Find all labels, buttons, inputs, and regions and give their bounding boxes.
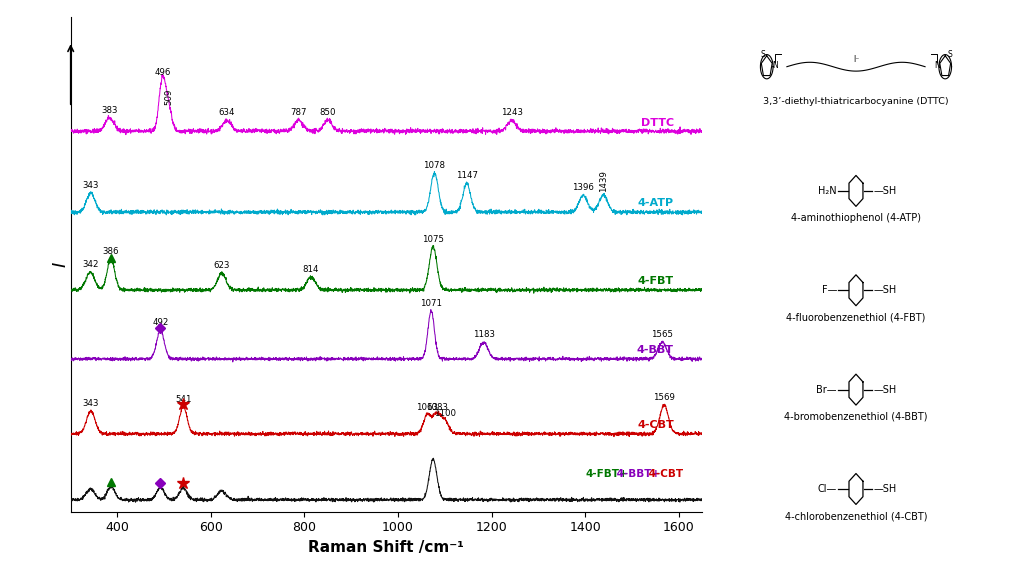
Text: 1243: 1243	[501, 108, 522, 117]
Text: 850: 850	[319, 108, 336, 117]
Text: F—: F—	[821, 285, 837, 295]
Text: 383: 383	[101, 106, 118, 115]
Text: 4-aminothiophenol (4-ATP): 4-aminothiophenol (4-ATP)	[791, 213, 921, 223]
Text: —SH: —SH	[874, 285, 897, 295]
Text: 509: 509	[164, 89, 173, 105]
Text: 1075: 1075	[422, 235, 444, 244]
Text: 634: 634	[218, 108, 235, 117]
Text: —SH: —SH	[874, 484, 897, 494]
Text: DTTC: DTTC	[640, 117, 674, 128]
Text: 3,3’-diethyl-thiatricarbocyanine (DTTC): 3,3’-diethyl-thiatricarbocyanine (DTTC)	[764, 97, 948, 106]
Text: 4-chlorobenzenethiol (4-CBT): 4-chlorobenzenethiol (4-CBT)	[785, 511, 927, 521]
Text: 1569: 1569	[653, 393, 675, 402]
Text: 1565: 1565	[651, 330, 674, 339]
Text: 1100: 1100	[433, 409, 456, 417]
Text: 4-FBT+: 4-FBT+	[585, 469, 628, 479]
Text: S: S	[761, 49, 765, 59]
Text: 1083: 1083	[426, 402, 447, 412]
Text: —SH: —SH	[874, 385, 897, 394]
Text: 1071: 1071	[420, 299, 442, 308]
Text: —SH: —SH	[874, 186, 897, 196]
Text: N: N	[772, 60, 778, 70]
X-axis label: Raman Shift /cm⁻¹: Raman Shift /cm⁻¹	[308, 540, 465, 555]
Text: N: N	[934, 60, 940, 70]
Text: 1183: 1183	[473, 330, 495, 339]
Text: 4-bromobenzenethiol (4-BBT): 4-bromobenzenethiol (4-BBT)	[784, 412, 928, 421]
Text: 4-CBT: 4-CBT	[645, 469, 683, 479]
Text: 496: 496	[155, 68, 171, 77]
Text: 343: 343	[83, 181, 99, 190]
Text: 1439: 1439	[599, 170, 608, 192]
Text: 4-FBT: 4-FBT	[637, 277, 674, 286]
Text: 1063: 1063	[416, 402, 438, 412]
Text: 4-ATP: 4-ATP	[637, 198, 674, 209]
Text: 342: 342	[82, 260, 99, 269]
Text: Cl—: Cl—	[818, 484, 837, 494]
Text: 492: 492	[153, 318, 169, 327]
Text: 787: 787	[290, 108, 307, 117]
Text: 541: 541	[175, 395, 192, 404]
Text: S: S	[947, 49, 952, 59]
Text: Br—: Br—	[816, 385, 837, 394]
Text: 4-BBT+: 4-BBT+	[613, 469, 661, 479]
Y-axis label: I: I	[52, 262, 70, 267]
Text: I⁻: I⁻	[852, 55, 860, 64]
Text: 1147: 1147	[456, 171, 478, 181]
Text: 814: 814	[303, 265, 319, 274]
Text: 386: 386	[103, 247, 119, 256]
Text: 623: 623	[213, 261, 230, 270]
Text: H₂N: H₂N	[818, 186, 837, 196]
Text: 1078: 1078	[423, 161, 445, 170]
Text: 4-BBT: 4-BBT	[637, 346, 674, 355]
Text: 4-CBT: 4-CBT	[637, 420, 674, 430]
Text: 343: 343	[83, 399, 99, 408]
Text: 4-fluorobenzenethiol (4-FBT): 4-fluorobenzenethiol (4-FBT)	[787, 312, 925, 323]
Text: 1396: 1396	[573, 183, 594, 192]
